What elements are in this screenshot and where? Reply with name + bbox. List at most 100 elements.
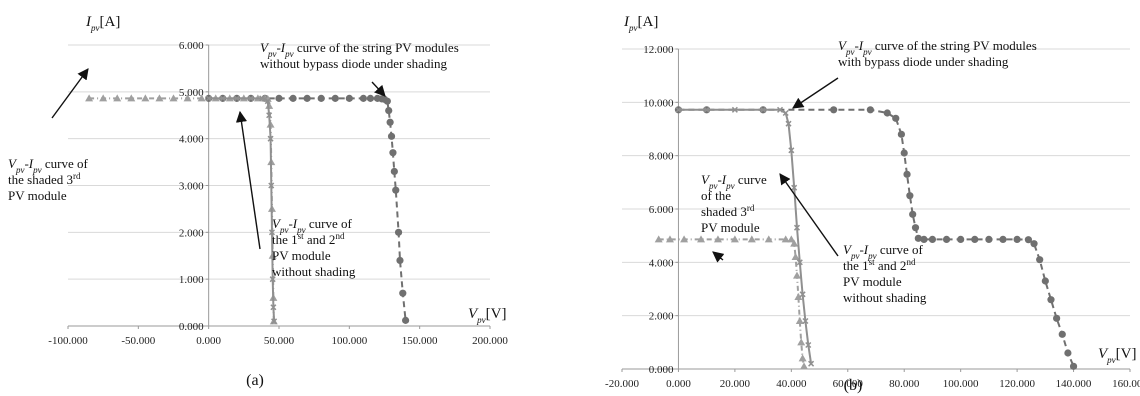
y-tick-label: 3.000 — [179, 181, 204, 193]
data-point-circle — [389, 149, 396, 156]
annotation-a-1-part: the shaded 3 — [8, 172, 73, 187]
data-point-circle — [318, 95, 325, 102]
data-point-circle — [391, 168, 398, 175]
y-tick-label: 6.000 — [649, 204, 674, 216]
data-point-circle — [395, 229, 402, 236]
y-tick-label: 2.000 — [649, 311, 674, 323]
x-tick-label: 150.000 — [402, 335, 438, 347]
data-point-circle — [332, 95, 339, 102]
data-point-circle — [289, 95, 296, 102]
data-point-circle — [898, 131, 905, 138]
annotation-a-2-part: and 2 — [304, 232, 336, 247]
annotation-a-2-part: nd — [335, 231, 345, 241]
series-line-b-1 — [659, 239, 804, 366]
annotation-arrow-a-2 — [240, 112, 260, 249]
annotation-arrow-b-1 — [713, 252, 723, 260]
x-axis-label-a: Vpv[V] — [468, 306, 507, 325]
data-point-circle — [346, 95, 353, 102]
annotation-b-2-part: nd — [906, 257, 916, 267]
annotation-a-1-part: PV module — [8, 188, 67, 203]
data-point-circle — [1042, 277, 1049, 284]
data-point-circle — [304, 95, 311, 102]
data-point-circle — [901, 149, 908, 156]
y-axis-label-a-part: pv — [90, 23, 100, 33]
annotation-b-1-part: PV module — [701, 220, 760, 235]
data-point-circle — [943, 236, 950, 243]
x-tick-label: 40.000 — [776, 378, 807, 390]
data-point-circle — [867, 106, 874, 113]
x-tick-label: 50.000 — [264, 335, 295, 347]
annotation-b-1: shaded 3rd — [701, 203, 755, 219]
annotation-a-2: without shading — [272, 264, 356, 279]
annotation-a-2-part: without shading — [272, 264, 356, 279]
data-point-circle — [399, 290, 406, 297]
x-tick-label: 120.000 — [999, 378, 1035, 390]
data-point-circle — [999, 236, 1006, 243]
y-tick-label: 12.000 — [643, 44, 674, 56]
data-point-circle — [275, 95, 282, 102]
x-tick-label: -20.000 — [605, 378, 639, 390]
x-tick-label: 0.000 — [196, 335, 221, 347]
annotation-b-0: with bypass diode under shading — [838, 54, 1009, 69]
y-tick-label: 0.000 — [649, 364, 674, 376]
data-point-circle — [906, 192, 913, 199]
data-point-triangle — [800, 362, 808, 369]
data-point-circle — [1070, 363, 1077, 370]
data-point-circle — [402, 317, 409, 324]
x-axis-label-a-part: pv — [476, 315, 486, 325]
annotation-a-2: the 1st and 2nd — [272, 231, 345, 247]
data-point-circle — [985, 236, 992, 243]
annotation-a-2: PV module — [272, 248, 331, 263]
data-point-circle — [396, 257, 403, 264]
annotation-b-1-part: of the — [701, 188, 731, 203]
x-tick-label: -50.000 — [121, 335, 155, 347]
y-axis-label-b-part: [A] — [638, 14, 659, 30]
annotation-a-2-part: PV module — [272, 248, 331, 263]
x-tick-label: 100.000 — [331, 335, 367, 347]
y-tick-label: 8.000 — [649, 151, 674, 163]
data-point-circle — [909, 211, 916, 218]
data-point-triangle — [748, 235, 756, 242]
annotation-b-0-part: curve of the string PV modules — [872, 38, 1037, 53]
annotation-a-0-part: curve of the string PV modules — [294, 40, 459, 55]
y-axis-label-b: Ipv[A] — [623, 14, 658, 33]
annotation-a-1-part: curve of — [42, 156, 89, 171]
y-axis-label-a-part: [A] — [100, 14, 121, 30]
data-point-triangle — [799, 354, 807, 361]
x-axis-label-b-part: [V] — [1116, 346, 1137, 362]
panel-a-chart: 0.0001.0002.0003.0004.0005.0006.000-100.… — [8, 14, 508, 347]
annotation-a-0: without bypass diode under shading — [260, 56, 448, 71]
data-point-circle — [1047, 296, 1054, 303]
panel-a-caption: (a) — [246, 372, 264, 389]
x-tick-label: 100.000 — [943, 378, 979, 390]
annotation-b-0-part: with bypass diode under shading — [838, 54, 1009, 69]
data-point-circle — [884, 109, 891, 116]
y-tick-label: 10.000 — [643, 97, 674, 109]
y-axis-label-a: Ipv[A] — [85, 14, 120, 33]
x-axis-label-b: Vpv[V] — [1098, 346, 1137, 365]
data-point-triangle — [797, 338, 805, 345]
annotation-b-2-part: and 2 — [875, 258, 907, 273]
data-point-circle — [387, 119, 394, 126]
data-point-circle — [1036, 256, 1043, 263]
annotation-arrow-a-0 — [372, 82, 385, 96]
annotation-b-2-part: curve of — [877, 242, 924, 257]
data-point-circle — [385, 107, 392, 114]
data-point-circle — [903, 171, 910, 178]
annotation-b-2: the 1st and 2nd — [843, 257, 916, 273]
y-tick-label: 2.000 — [179, 227, 204, 239]
annotation-b-1-part: shaded 3 — [701, 204, 747, 219]
series-line-a-1 — [89, 98, 274, 321]
x-tick-label: 140.000 — [1056, 378, 1092, 390]
data-point-circle — [830, 106, 837, 113]
y-tick-label: 4.000 — [179, 134, 204, 146]
data-point-circle — [1064, 349, 1071, 356]
annotation-b-2-part: the 1 — [843, 258, 869, 273]
y-tick-label: 1.000 — [179, 274, 204, 286]
data-point-circle — [1014, 236, 1021, 243]
x-axis-label-a-part: [V] — [486, 306, 507, 322]
annotation-arrow-b-2 — [780, 174, 838, 256]
y-tick-label: 4.000 — [649, 257, 674, 269]
data-point-circle — [892, 115, 899, 122]
annotation-b-1: of the — [701, 188, 731, 203]
